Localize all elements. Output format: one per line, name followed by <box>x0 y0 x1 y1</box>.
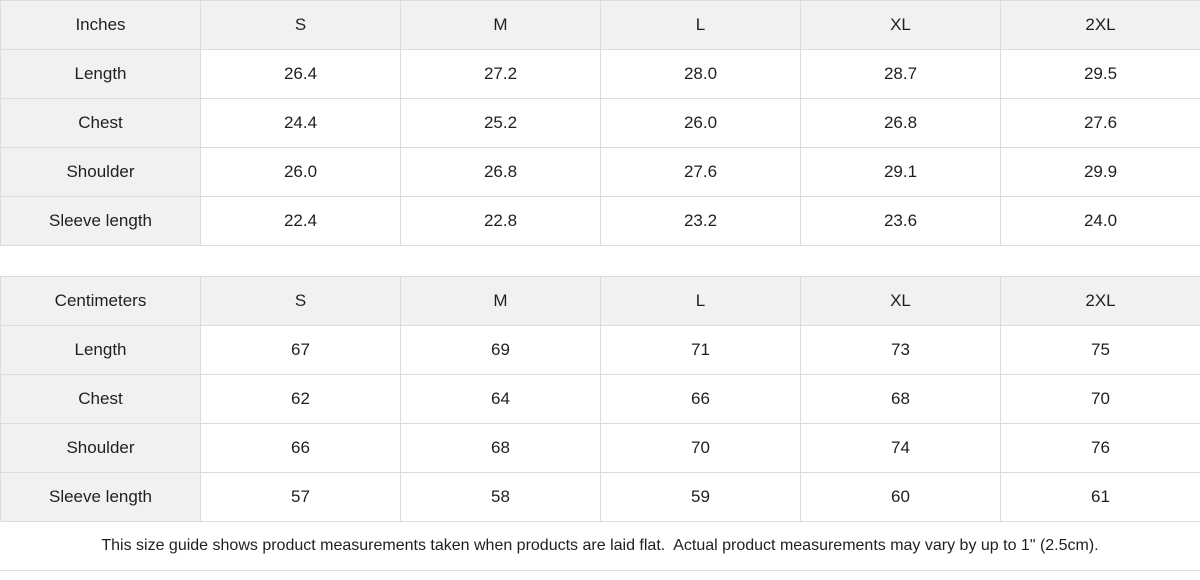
value-cell: 73 <box>800 325 1001 375</box>
value-cell: 27.2 <box>400 49 601 99</box>
value-cell: 24.0 <box>1000 196 1200 246</box>
measurement-label-cell: Sleeve length <box>0 472 201 522</box>
size-header-cell-xl: XL <box>800 0 1001 50</box>
measurement-label-cell: Sleeve length <box>0 196 201 246</box>
table-row: Length 67 69 71 73 75 <box>0 325 1200 375</box>
value-cell: 28.0 <box>600 49 801 99</box>
value-cell: 26.0 <box>600 98 801 148</box>
table-row: Chest 62 64 66 68 70 <box>0 374 1200 424</box>
size-header-cell-xl: XL <box>800 276 1001 326</box>
value-cell: 29.9 <box>1000 147 1200 197</box>
value-cell: 74 <box>800 423 1001 473</box>
centimeters-table: Centimeters S M L XL 2XL Length 67 69 71… <box>0 276 1200 522</box>
table-row: Shoulder 66 68 70 74 76 <box>0 423 1200 473</box>
size-header-cell-2xl: 2XL <box>1000 276 1200 326</box>
value-cell: 26.8 <box>400 147 601 197</box>
value-cell: 61 <box>1000 472 1200 522</box>
disclaimer-text: This size guide shows product measuremen… <box>0 522 1200 571</box>
value-cell: 68 <box>400 423 601 473</box>
table-gap <box>0 246 1200 276</box>
value-cell: 66 <box>600 374 801 424</box>
measurement-label-cell: Chest <box>0 374 201 424</box>
value-cell: 66 <box>200 423 401 473</box>
measurement-label-cell: Length <box>0 325 201 375</box>
value-cell: 70 <box>1000 374 1200 424</box>
value-cell: 28.7 <box>800 49 1001 99</box>
value-cell: 68 <box>800 374 1001 424</box>
table-row: Chest 24.4 25.2 26.0 26.8 27.6 <box>0 98 1200 148</box>
value-cell: 70 <box>600 423 801 473</box>
size-header-cell-2xl: 2XL <box>1000 0 1200 50</box>
size-header-cell-m: M <box>400 276 601 326</box>
value-cell: 27.6 <box>1000 98 1200 148</box>
table-row: Shoulder 26.0 26.8 27.6 29.1 29.9 <box>0 147 1200 197</box>
value-cell: 23.2 <box>600 196 801 246</box>
table-row: Sleeve length 57 58 59 60 61 <box>0 472 1200 522</box>
value-cell: 29.5 <box>1000 49 1200 99</box>
value-cell: 75 <box>1000 325 1200 375</box>
inches-table: Inches S M L XL 2XL Length 26.4 27.2 28.… <box>0 0 1200 246</box>
size-header-cell-l: L <box>600 0 801 50</box>
value-cell: 64 <box>400 374 601 424</box>
table-row: Length 26.4 27.2 28.0 28.7 29.5 <box>0 49 1200 99</box>
unit-header-cell: Centimeters <box>0 276 201 326</box>
size-header-cell-l: L <box>600 276 801 326</box>
value-cell: 22.4 <box>200 196 401 246</box>
value-cell: 25.2 <box>400 98 601 148</box>
value-cell: 26.4 <box>200 49 401 99</box>
value-cell: 58 <box>400 472 601 522</box>
value-cell: 57 <box>200 472 401 522</box>
value-cell: 22.8 <box>400 196 601 246</box>
value-cell: 23.6 <box>800 196 1001 246</box>
value-cell: 27.6 <box>600 147 801 197</box>
value-cell: 76 <box>1000 423 1200 473</box>
value-cell: 26.8 <box>800 98 1001 148</box>
value-cell: 71 <box>600 325 801 375</box>
value-cell: 67 <box>200 325 401 375</box>
value-cell: 60 <box>800 472 1001 522</box>
centimeters-header-row: Centimeters S M L XL 2XL <box>0 276 1200 326</box>
measurement-label-cell: Length <box>0 49 201 99</box>
value-cell: 69 <box>400 325 601 375</box>
table-row: Sleeve length 22.4 22.8 23.2 23.6 24.0 <box>0 196 1200 246</box>
size-header-cell-s: S <box>200 276 401 326</box>
measurement-label-cell: Shoulder <box>0 147 201 197</box>
size-header-cell-m: M <box>400 0 601 50</box>
value-cell: 29.1 <box>800 147 1001 197</box>
value-cell: 62 <box>200 374 401 424</box>
inches-header-row: Inches S M L XL 2XL <box>0 0 1200 50</box>
unit-header-cell: Inches <box>0 0 201 50</box>
value-cell: 59 <box>600 472 801 522</box>
measurement-label-cell: Chest <box>0 98 201 148</box>
measurement-label-cell: Shoulder <box>0 423 201 473</box>
value-cell: 24.4 <box>200 98 401 148</box>
size-header-cell-s: S <box>200 0 401 50</box>
value-cell: 26.0 <box>200 147 401 197</box>
